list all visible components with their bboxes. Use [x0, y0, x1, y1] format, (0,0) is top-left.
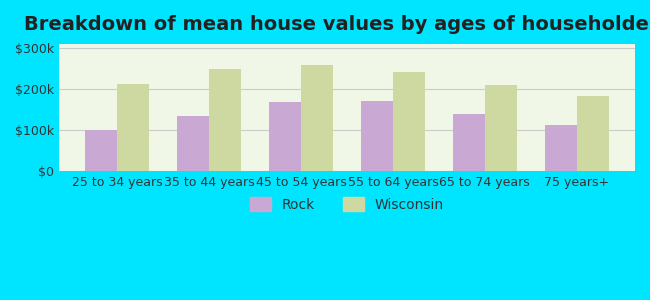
Bar — [393, 72, 425, 171]
Bar — [545, 125, 577, 171]
Bar — [85, 130, 117, 171]
Title: Breakdown of mean house values by ages of householders: Breakdown of mean house values by ages o… — [24, 15, 650, 34]
Bar — [269, 102, 301, 171]
Bar — [117, 84, 150, 171]
Bar — [577, 96, 609, 171]
Bar — [452, 114, 485, 171]
Legend: Rock, Wisconsin: Rock, Wisconsin — [244, 191, 450, 217]
Bar — [361, 101, 393, 171]
Bar — [209, 69, 241, 171]
Bar — [177, 116, 209, 171]
Bar — [485, 85, 517, 171]
Bar — [301, 65, 333, 171]
